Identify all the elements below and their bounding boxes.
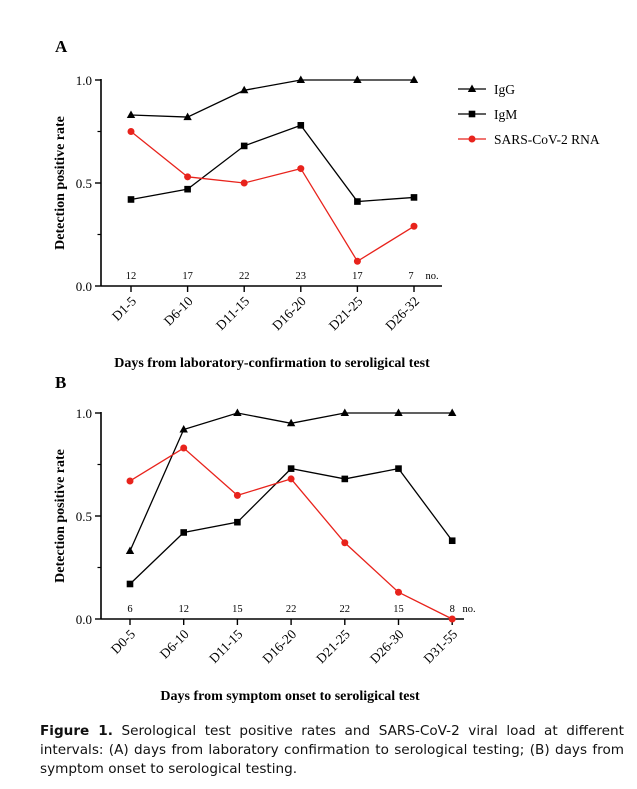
data-point-igm-b [395, 465, 402, 472]
data-point-sars-cov-2-rna-b [126, 477, 134, 485]
count-label-b: 6 [127, 604, 132, 615]
data-point-igg-a [296, 75, 305, 83]
data-point-igg-b [394, 408, 403, 416]
x-tick-label-a: D21-25 [326, 293, 366, 333]
y-tick-label-b: 1.0 [76, 406, 92, 421]
data-point-sars-cov-2-rna-b [341, 539, 349, 547]
count-label-a: 17 [182, 271, 193, 282]
y-tick-label-a: 0.5 [76, 176, 92, 191]
count-no-label-b: no. [462, 604, 475, 615]
legend-label-sars-cov-2-rna: SARS-CoV-2 RNA [494, 132, 600, 147]
x-tick-label-b: D31-55 [421, 626, 461, 666]
legend-marker-igm [468, 110, 476, 118]
data-point-igm-a [240, 142, 248, 150]
data-point-sars-cov-2-rna-a [297, 165, 305, 173]
data-point-sars-cov-2-rna-b [448, 615, 456, 623]
data-point-igm-a [410, 194, 418, 201]
legend-label-igg: IgG [494, 82, 515, 97]
count-label-a: 23 [296, 271, 307, 282]
count-label-b: 22 [286, 604, 297, 615]
series-line-igm-a [130, 124, 415, 203]
x-tick-label-a: D16-20 [269, 293, 309, 333]
series-line-sars-cov-2-rna-b [129, 447, 453, 620]
x-tick-label-b: D6-10 [157, 626, 192, 661]
series-line-igg-a [130, 79, 414, 118]
data-point-igg-b [125, 546, 135, 555]
data-point-igg-a [183, 112, 192, 121]
legend-label-igm: IgM [494, 107, 517, 122]
count-label-a: 22 [239, 271, 250, 282]
count-label-a: 7 [408, 271, 413, 282]
y-tick-label-a: 1.0 [76, 73, 92, 88]
data-point-igm-a [184, 185, 191, 193]
x-axis-title-b: Days from symptom onset to seroligical t… [160, 689, 420, 704]
x-tick-label-b: D11-15 [206, 626, 246, 666]
data-point-sars-cov-2-rna-a [184, 173, 192, 181]
data-point-sars-cov-2-rna-a [127, 128, 135, 135]
series-line-igm-b [129, 467, 453, 585]
data-point-igm-b [448, 537, 456, 545]
legend-marker-igg [467, 84, 477, 92]
data-point-igm-a [127, 196, 135, 203]
data-point-sars-cov-2-rna-b [395, 588, 402, 596]
data-point-igm-a [354, 198, 361, 205]
count-label-b: 8 [450, 604, 455, 615]
data-point-sars-cov-2-rna-b [287, 475, 295, 483]
y-axis-title-a: Detection positive rate [53, 116, 68, 250]
x-tick-label-b: D16-20 [259, 626, 299, 666]
data-point-igm-b [287, 465, 295, 472]
data-point-igg-b [340, 408, 349, 416]
x-tick-label-a: D1-5 [109, 293, 139, 323]
panel-label-b: B [55, 373, 66, 392]
data-point-igg-a [353, 75, 362, 83]
count-label-b: 15 [232, 604, 243, 615]
caption-label: Figure 1. [40, 723, 113, 739]
y-tick-label-b: 0.5 [76, 509, 92, 524]
data-point-sars-cov-2-rna-b [180, 444, 188, 452]
figure-canvas: A 0.0 0.5 1.0 D1-5 D6-10 D11-15 D16-20 D21-25 D26… [53, 37, 600, 704]
x-tick-label-a: D11-15 [213, 293, 253, 333]
y-tick-label-b: 0.0 [76, 612, 92, 627]
data-point-sars-cov-2-rna-a [353, 257, 361, 265]
count-no-label-a: no. [425, 271, 438, 282]
count-label-b: 22 [340, 604, 351, 615]
data-point-igm-b [126, 580, 134, 588]
x-tick-label-b: D26-30 [367, 626, 407, 666]
data-point-igg-b [448, 408, 457, 416]
y-axis-title-b: Detection positive rate [53, 449, 68, 583]
data-point-igm-b [234, 518, 241, 526]
x-tick-label-b: D21-25 [313, 626, 353, 666]
data-point-igg-a [126, 110, 136, 119]
data-point-sars-cov-2-rna-a [240, 179, 248, 187]
x-tick-label-a: D6-10 [161, 293, 196, 328]
x-tick-label-b: D0-5 [108, 626, 138, 656]
legend-marker-sars-cov-2-rna [468, 135, 476, 143]
data-point-igm-a [297, 122, 305, 129]
panel-label-a: A [55, 37, 68, 56]
y-tick-label-a: 0.0 [76, 279, 92, 294]
series-line-sars-cov-2-rna-a [130, 130, 415, 263]
data-point-igg-a [409, 75, 419, 83]
count-label-b: 12 [178, 604, 189, 615]
panel-a: A 0.0 0.5 1.0 D1-5 D6-10 D11-15 D16-20 D21-25 D26… [53, 37, 600, 371]
caption-text: Serological test positive rates and SARS… [40, 723, 624, 777]
data-point-igg-b [233, 408, 242, 416]
data-point-igg-a [240, 85, 249, 94]
panel-b: B 0.0 0.5 1.0 D0-5 D6-10 D11-15 D16-20 D21-25 D26… [53, 373, 476, 704]
data-point-sars-cov-2-rna-a [410, 222, 418, 230]
count-label-b: 15 [393, 604, 404, 615]
figure-caption: Figure 1. Serological test positive rate… [40, 722, 624, 779]
count-label-a: 12 [126, 271, 137, 282]
x-axis-title-a: Days from laboratory-confirmation to ser… [114, 356, 430, 371]
data-point-igm-b [180, 529, 187, 536]
data-point-igm-b [341, 475, 349, 483]
data-point-igg-b [179, 424, 188, 433]
data-point-sars-cov-2-rna-b [233, 491, 241, 499]
x-tick-label-a: D26-32 [382, 294, 422, 334]
data-point-igg-b [286, 418, 296, 427]
count-label-a: 17 [352, 271, 363, 282]
